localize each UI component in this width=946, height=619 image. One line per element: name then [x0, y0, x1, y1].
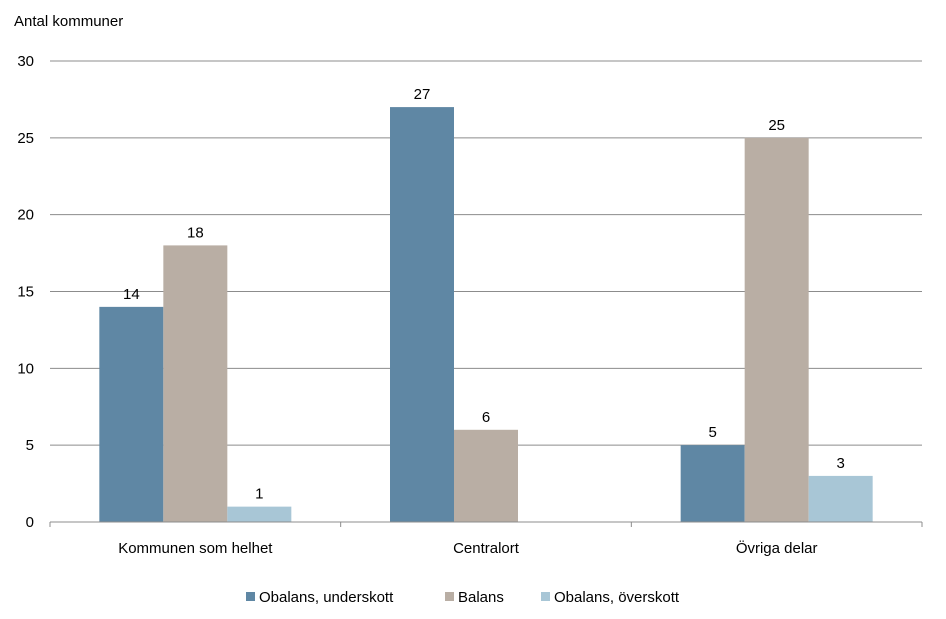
y-tick-label: 20 [17, 207, 34, 224]
category-label: Centralort [453, 540, 520, 557]
bar [227, 506, 292, 522]
y-tick-label: 10 [17, 360, 34, 377]
data-labels: 14 18 1 27 6 5 25 3 [123, 86, 845, 503]
y-tick-label: 30 [17, 53, 34, 70]
data-label: 5 [708, 424, 716, 441]
bar [808, 475, 873, 522]
y-tick-label: 0 [26, 514, 34, 531]
legend-swatch [445, 592, 454, 601]
bars [99, 107, 873, 523]
y-tick-label: 5 [26, 437, 34, 454]
category-label: Kommunen som helhet [118, 540, 273, 557]
data-label: 14 [123, 286, 140, 303]
data-label: 1 [255, 486, 263, 503]
data-label: 27 [414, 86, 431, 103]
bar [390, 107, 454, 522]
legend-swatch [541, 592, 550, 601]
bar [99, 306, 164, 522]
data-label: 6 [482, 409, 490, 426]
y-tick-labels: 0 5 10 15 20 25 30 [17, 53, 34, 531]
bar [163, 245, 228, 522]
legend-swatch [246, 592, 255, 601]
bar [454, 429, 518, 522]
data-label: 18 [187, 224, 204, 241]
legend-label: Balans [458, 589, 504, 606]
category-label: Övriga delar [736, 539, 818, 557]
data-label: 3 [836, 455, 844, 472]
legend-label: Obalans, överskott [554, 589, 680, 606]
y-tick-label: 15 [17, 284, 34, 301]
bar [744, 137, 809, 523]
data-label: 25 [768, 117, 785, 134]
legend: Obalans, underskott Balans Obalans, översk… [246, 589, 680, 606]
legend-label: Obalans, underskott [259, 589, 394, 606]
y-axis-label: Antal kommuner [14, 13, 123, 30]
bar [680, 445, 745, 522]
y-tick-label: 25 [17, 130, 34, 147]
x-axis: Kommunen som helhet Centralort Övriga dela… [49, 521, 923, 557]
